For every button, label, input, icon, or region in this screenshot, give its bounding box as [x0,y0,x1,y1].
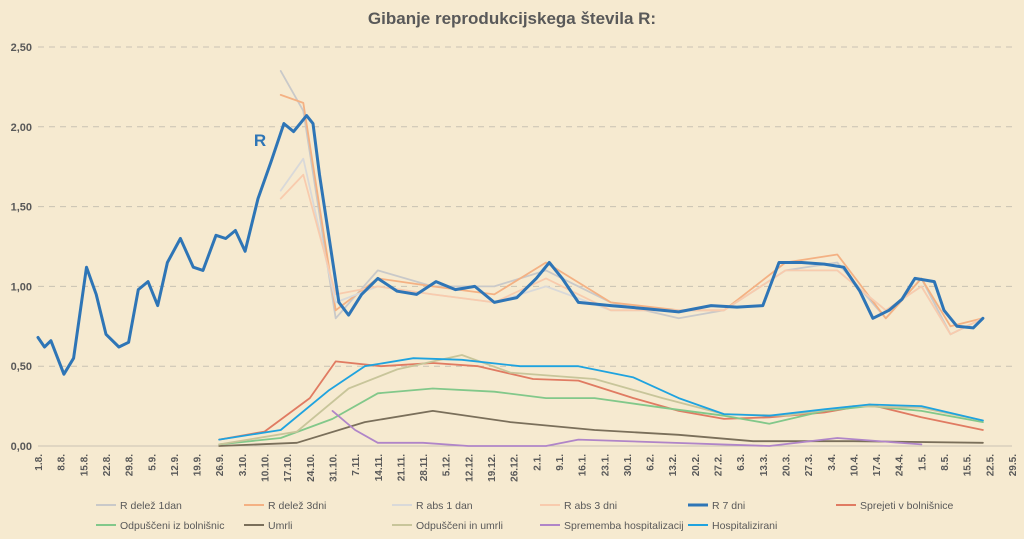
y-axis: 0,00 0,50 1,00 1,50 2,00 2,50 [11,42,32,453]
x-axis: 1.8. 8.8. 15.8. 22.8. 29.8. 5.9. 12.9. 19.9. 26.… [34,454,1019,482]
chart-title: Gibanje reprodukcijskega števila R: [368,9,656,28]
x-tick-label: 27.2. [714,454,725,476]
x-tick-label: 13.3. [759,454,770,476]
series-line-odpusceni-iz-bolnisnic [218,387,984,446]
x-tick-label: 22.5. [985,454,996,476]
y-tick-label: 0,50 [11,361,32,373]
x-tick-label: 27.3. [804,454,815,476]
x-tick-label: 2.1. [532,454,543,471]
x-tick-label: 29.5. [1008,454,1019,476]
legend-label: Odpuščeni in umrli [416,520,503,532]
x-tick-label: 26.12. [510,454,521,482]
series-line-r-7-dni [36,114,985,376]
x-tick-label: 12.9. [170,454,181,476]
series-line-r-abs-3-dni [279,173,984,336]
x-tick-label: 29.8. [125,454,136,476]
legend-label: Sprejeti v bolnišnice [860,500,954,512]
x-tick-label: 21.11. [396,454,407,481]
legend: R delež 1dan R delež 3dni R abs 1 dan R abs… [96,500,954,532]
x-tick-label: 24.4. [895,454,906,476]
legend-label: Umrli [268,520,293,532]
legend-label: Hospitalizirani [712,520,777,532]
x-tick-label: 31.10. [328,454,339,482]
x-tick-label: 5.12. [442,454,453,476]
x-tick-label: 20.2. [691,454,702,476]
x-tick-label: 17.10. [283,454,294,482]
x-tick-label: 22.8. [102,454,113,476]
legend-label: R 7 dni [712,500,745,512]
x-tick-label: 30.1. [623,454,634,476]
x-tick-label: 1.8. [34,454,45,471]
x-tick-label: 6.3. [736,454,747,471]
y-tick-label: 0,00 [11,441,32,453]
x-tick-label: 19.9. [193,454,204,476]
series-line-r-delez-1dan [279,70,984,336]
x-tick-label: 17.4. [872,454,883,476]
legend-label: R abs 3 dni [564,500,617,512]
x-tick-label: 3.10. [238,454,249,476]
x-tick-label: 5.9. [147,454,158,471]
legend-label: Odpuščeni iz bolnišnic [120,520,224,532]
y-tick-label: 1,00 [11,281,32,293]
x-tick-label: 23.1. [600,454,611,476]
x-tick-label: 24.10. [306,454,317,482]
series-line-hospitalizirani [218,357,984,441]
series-line-r-delez-3dni [279,94,984,328]
x-tick-label: 10.10. [261,454,272,482]
x-tick-label: 12.12. [464,454,475,482]
legend-label: R abs 1 dan [416,500,473,512]
x-tick-label: 14.11. [374,454,385,481]
x-tick-label: 13.2. [668,454,679,476]
x-tick-label: 19.12. [487,454,498,482]
series-layer [36,70,985,447]
x-tick-label: 1.5. [917,454,928,471]
x-tick-label: 9.1. [555,454,566,471]
x-tick-label: 28.11. [419,454,430,481]
x-tick-label: 3.4. [827,454,838,471]
x-tick-label: 16.1. [578,454,589,476]
x-tick-label: 8.8. [57,454,68,471]
legend-label: Sprememba hospitalizacij [564,520,684,532]
x-tick-label: 6.2. [646,454,657,471]
series-line-sprememba-hospitalizacij [331,409,923,447]
y-tick-label: 2,00 [11,122,32,134]
x-tick-label: 15.8. [79,454,90,476]
y-tick-label: 2,50 [11,42,32,54]
x-tick-label: 7.11. [351,454,362,476]
x-tick-label: 8.5. [940,454,951,471]
x-tick-label: 15.5. [963,454,974,476]
x-tick-label: 10.4. [849,454,860,476]
r-annotation: R [254,131,266,150]
x-tick-label: 26.9. [215,454,226,476]
legend-label: R delež 1dan [120,500,182,512]
y-tick-label: 1,50 [11,202,32,214]
legend-label: R delež 3dni [268,500,326,512]
x-tick-label: 20.3. [781,454,792,476]
